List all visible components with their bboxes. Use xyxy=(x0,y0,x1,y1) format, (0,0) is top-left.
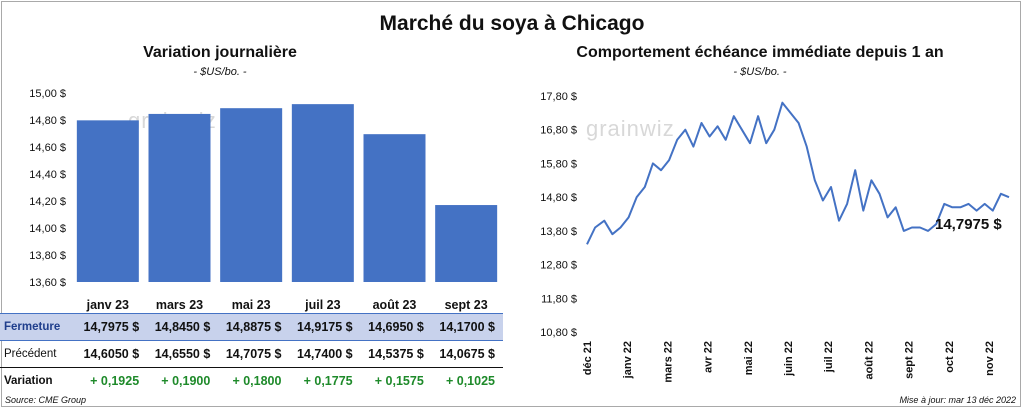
line-x-tick-label: mai 22 xyxy=(743,341,755,375)
bar-y-tick-label: 14,60 $ xyxy=(29,142,66,154)
bar-y-tick-label: 14,20 $ xyxy=(29,196,66,208)
last-value-label: 14,7975 $ xyxy=(935,216,1002,233)
table-cell: 14,8450 $ xyxy=(147,313,219,341)
bar-y-tick-label: 13,80 $ xyxy=(29,250,66,262)
bar-x-tick-label: mai 23 xyxy=(232,298,271,312)
row-label: Précédent xyxy=(0,340,76,368)
bar xyxy=(148,113,211,282)
bar xyxy=(291,104,354,282)
table-cell: 14,9175 $ xyxy=(289,313,361,341)
source-note: Source: CME Group xyxy=(5,395,87,405)
line-y-tick-label: 13,80 $ xyxy=(540,226,577,238)
update-date: Mise à jour: mar 13 déc 2022 xyxy=(899,395,1016,405)
table-cell: + 0,1925 xyxy=(90,374,140,388)
table-cell: 14,1700 $ xyxy=(431,313,503,341)
price-line xyxy=(586,101,1010,245)
table-cell: + 0,1775 xyxy=(303,374,353,388)
line-x-tick-label: nov 22 xyxy=(984,341,996,376)
line-y-tick-label: 10,80 $ xyxy=(540,327,577,339)
bar xyxy=(76,120,139,283)
table-cell: 14,6950 $ xyxy=(360,313,432,341)
bar-y-tick-label: 13,60 $ xyxy=(29,277,66,289)
table-cell: 14,8875 $ xyxy=(218,313,290,341)
bar xyxy=(435,205,498,282)
table-cell: 14,6550 $ xyxy=(147,340,219,368)
table-cell: 14,7075 $ xyxy=(218,340,290,368)
row-label: Fermeture xyxy=(0,313,76,341)
line-y-tick-label: 14,80 $ xyxy=(540,192,577,204)
line-chart-subtitle: - $US/bo. - xyxy=(733,66,787,78)
line-chart-title: Comportement échéance immédiate depuis 1… xyxy=(576,44,944,61)
line-x-tick-label: janv 22 xyxy=(622,341,634,379)
table-cell: 14,7400 $ xyxy=(289,340,361,368)
line-y-tick-label: 16,80 $ xyxy=(540,125,577,137)
table-cell: 14,0675 $ xyxy=(431,340,503,368)
table-cell: + 0,1575 xyxy=(374,374,424,388)
table-cell: + 0,1025 xyxy=(445,374,495,388)
table-cell: 14,7975 $ xyxy=(76,313,148,341)
line-x-tick-label: août 22 xyxy=(863,341,875,380)
line-y-tick-label: 17,80 $ xyxy=(540,91,577,103)
bar-x-tick-label: juil 23 xyxy=(304,298,340,312)
line-x-tick-label: juin 22 xyxy=(783,341,795,377)
page-title: Marché du soya à Chicago xyxy=(379,12,645,35)
line-x-tick-label: déc 21 xyxy=(582,341,594,375)
bar-x-tick-label: mars 23 xyxy=(156,298,203,312)
line-x-tick-label: oct 22 xyxy=(944,341,956,373)
row-fermeture: Fermeture 14,7975 $14,8450 $14,8875 $14,9… xyxy=(0,313,503,341)
watermark-right: grainwiz xyxy=(586,116,675,141)
table-cell: + 0,1900 xyxy=(161,374,211,388)
bar-x-tick-label: sept 23 xyxy=(445,298,488,312)
price-table: Fermeture 14,7975 $14,8450 $14,8875 $14,9… xyxy=(0,313,503,394)
bar-x-tick-label: août 23 xyxy=(373,298,417,312)
row-variation: Variation + 0,1925 + 0,1900 + 0,1800 + 0,177… xyxy=(0,368,503,395)
line-x-tick-label: avr 22 xyxy=(703,341,715,373)
line-y-tick-label: 15,80 $ xyxy=(540,158,577,170)
bar-chart-title: Variation journalière xyxy=(143,44,297,61)
table-cell: + 0,1800 xyxy=(232,374,282,388)
bar-y-tick-label: 15,00 $ xyxy=(29,88,66,100)
bar xyxy=(363,134,426,282)
table-cell: 14,6050 $ xyxy=(76,340,148,368)
table-cell: 14,5375 $ xyxy=(360,340,432,368)
bar xyxy=(220,108,283,282)
bar-y-tick-label: 14,40 $ xyxy=(29,169,66,181)
line-x-tick-label: mars 22 xyxy=(662,341,674,383)
bar-y-tick-label: 14,80 $ xyxy=(29,115,66,127)
row-label: Variation xyxy=(4,375,53,387)
line-x-tick-label: juil 22 xyxy=(823,341,835,373)
line-y-tick-label: 12,80 $ xyxy=(540,260,577,272)
row-precedent: Précédent 14,6050 $14,6550 $14,7075 $14,7… xyxy=(0,340,503,368)
bar-y-tick-label: 14,00 $ xyxy=(29,223,66,235)
line-x-tick-label: sept 22 xyxy=(904,341,916,379)
bar-x-tick-label: janv 23 xyxy=(86,298,129,312)
bar-chart-subtitle: - $US/bo. - xyxy=(193,66,247,78)
line-y-tick-label: 11,80 $ xyxy=(541,293,577,305)
